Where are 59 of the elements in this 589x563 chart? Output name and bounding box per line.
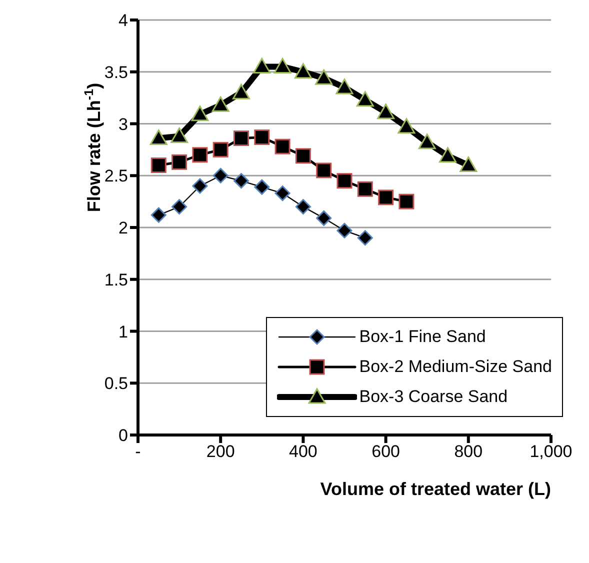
- point: [336, 222, 352, 238]
- point: [274, 186, 290, 202]
- point: [315, 69, 333, 85]
- point: [460, 156, 478, 172]
- point: [295, 199, 311, 214]
- point: [254, 179, 270, 195]
- point: [212, 96, 230, 112]
- point: [274, 58, 292, 74]
- y-tick-label: 0: [118, 426, 128, 446]
- point: [274, 138, 290, 154]
- point: [253, 58, 271, 74]
- point: [172, 199, 188, 214]
- point: [294, 63, 312, 79]
- point: [398, 194, 414, 210]
- x-tick-label: 1,000: [530, 442, 572, 462]
- point: [316, 210, 332, 226]
- point: [170, 127, 188, 143]
- point: [357, 230, 373, 246]
- x-tick-label: 400: [289, 442, 318, 462]
- point: [150, 158, 166, 173]
- point: [356, 91, 374, 107]
- x-tick-label: -: [135, 442, 141, 462]
- point: [234, 130, 249, 146]
- point: [377, 104, 395, 120]
- y-tick-label: 4: [118, 11, 128, 30]
- point: [212, 142, 228, 158]
- y-tick-label: 3.5: [104, 62, 128, 82]
- x-tick-label: 200: [206, 442, 235, 462]
- point: [232, 84, 250, 100]
- point: [150, 130, 168, 146]
- point: [150, 207, 166, 223]
- legend-label: Box-3 Coarse Sand: [359, 387, 508, 407]
- point: [191, 106, 209, 122]
- point: [398, 118, 416, 134]
- point: [192, 147, 208, 163]
- point: [418, 134, 436, 150]
- y-tick-label: 3: [118, 114, 128, 134]
- point: [336, 173, 352, 189]
- point: [439, 147, 456, 163]
- legend-label: Box-2 Medium-Size Sand: [359, 357, 552, 377]
- point: [378, 190, 394, 206]
- x-axis-title: Volume of treated water (L): [320, 479, 551, 499]
- point: [212, 168, 228, 184]
- point: [254, 129, 270, 145]
- y-tick-label: 2: [118, 218, 128, 238]
- point: [234, 173, 249, 189]
- legend-label: Box-1 Fine Sand: [359, 327, 486, 347]
- point: [192, 178, 208, 194]
- point: [357, 181, 373, 197]
- point: [336, 78, 354, 94]
- point: [295, 148, 311, 164]
- point: [316, 162, 332, 178]
- y-tick-label: 0.5: [104, 374, 128, 394]
- y-tick-label: 1.5: [104, 270, 128, 290]
- y-tick-label: 2.5: [104, 166, 128, 186]
- x-tick-label: 800: [454, 442, 483, 462]
- y-tick-label: 1: [118, 322, 128, 342]
- point: [172, 154, 188, 170]
- x-tick-label: 600: [372, 442, 400, 462]
